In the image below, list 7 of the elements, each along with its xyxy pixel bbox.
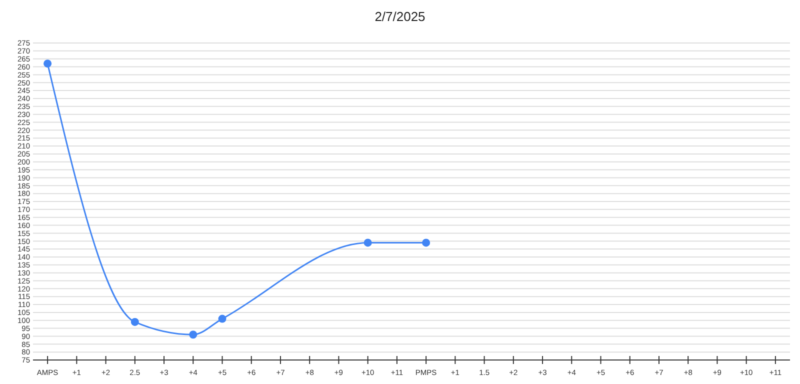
point xyxy=(189,330,198,339)
point xyxy=(364,238,372,247)
point xyxy=(44,60,52,68)
point xyxy=(422,238,430,247)
chart-title: 2/7/2025 xyxy=(374,9,426,24)
point xyxy=(130,318,139,326)
point xyxy=(218,314,226,323)
